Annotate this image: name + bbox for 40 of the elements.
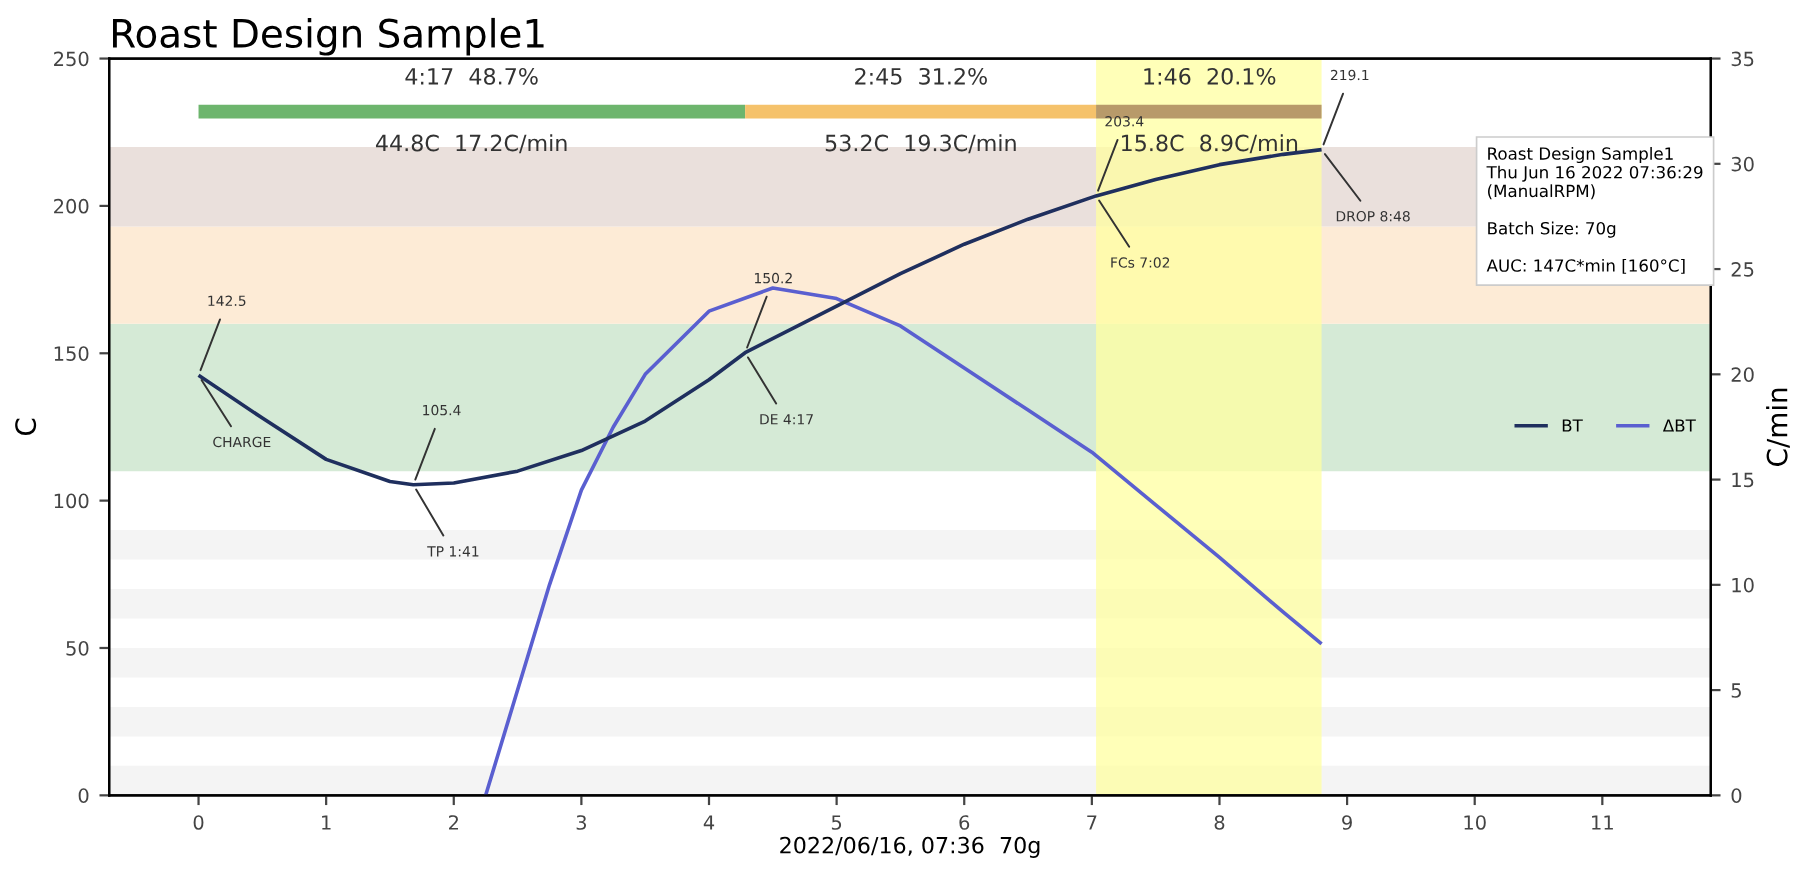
y-tick-label: 250 [54,51,89,67]
x-axis-title: 2022/06/16, 07:36 70g [780,836,1040,858]
annotation: 53.2C 19.3C/min [825,134,1016,154]
y-tick-label: 50 [66,640,89,656]
x-tick-label: 9 [1342,815,1352,830]
y-axis-title: C [15,418,37,436]
x-tick-label: 10 [1464,815,1486,830]
x-tick-label: 6 [959,815,970,830]
annotation: 2:45 31.2% [855,67,987,85]
legend-label: BT [1562,419,1583,432]
y2-tick-label: 35 [1731,51,1754,67]
y-tick-label: 150 [54,346,89,361]
y2-tick-label: 0 [1731,788,1742,803]
x-tick-label: 5 [831,815,842,830]
x-tick-label: 2 [449,815,459,830]
x-tick-label: 0 [193,815,204,830]
legend-label: ΔBT [1662,419,1696,432]
x-tick-label: 8 [1214,815,1225,830]
x-tick-label: 3 [576,815,587,830]
y-tick-label: 0 [78,788,89,803]
annotation: 15.8C 8.9C/min [1122,134,1298,154]
text: Roast Design Sample1 Thu Jun 16 2022 07:36:29 (ManualRPM) Batch Size: 70g AUC: 147C*min [160°C] [1486,146,1703,274]
chart-title: Roast Design Sample1 [113,17,544,56]
y2-axis-title: C/min [1766,388,1790,466]
x-tick-label: 1 [322,815,331,830]
y2-tick-label: 5 [1731,683,1741,698]
x-tick-label: 7 [1087,815,1097,830]
y2-tick-label: 25 [1731,262,1754,277]
y2-tick-label: 30 [1731,156,1754,172]
y2-tick-label: 20 [1731,367,1754,382]
y-tick-label: 200 [54,198,89,214]
annotation: 1:46 20.1% [1144,67,1276,85]
x-tick-label: 4 [703,815,715,830]
annotation: 44.8C 17.2C/min [375,134,567,154]
y2-tick-label: 10 [1732,577,1754,593]
y2-tick-label: 15 [1732,472,1754,488]
line-series [483,286,1324,796]
x-tick-label: 11 [1592,815,1613,830]
y-tick-label: 100 [54,493,89,509]
annotation: 4:17 48.7% [405,67,538,85]
